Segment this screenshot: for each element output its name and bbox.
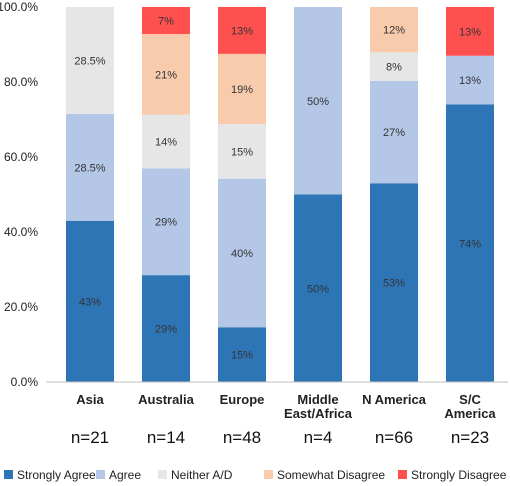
data-label: 29%: [155, 324, 177, 336]
legend-swatch: [158, 470, 167, 479]
category-label: Australia: [138, 392, 194, 407]
category-label: Middle: [297, 392, 338, 407]
y-tick-label: 0.0%: [11, 375, 39, 389]
category-label: East/Africa: [284, 406, 353, 421]
legend-label: Strongly Disagree: [411, 468, 507, 482]
legend-swatch: [4, 470, 13, 479]
bar-segment: [142, 114, 190, 169]
sample-size-label: n=66: [375, 428, 413, 447]
data-label: 28.5%: [74, 162, 105, 174]
data-label: 53%: [383, 278, 405, 290]
bar-segment: [218, 7, 266, 54]
data-label: 50%: [307, 283, 329, 295]
bar-segment: [370, 183, 418, 382]
bar-segment: [370, 52, 418, 81]
bar-segment: [142, 34, 190, 115]
sample-size-label: n=23: [451, 428, 489, 447]
data-label: 40%: [231, 248, 253, 260]
data-label: 12%: [383, 25, 405, 37]
data-label: 19%: [231, 84, 253, 96]
data-label: 43%: [79, 296, 101, 308]
bar-segment: [66, 113, 114, 221]
bar-segment: [218, 124, 266, 179]
y-tick-label: 40.0%: [4, 225, 38, 239]
bar-segment: [66, 220, 114, 382]
legend-label: Neither A/D: [171, 468, 233, 482]
legend-label: Somewhat Disagree: [277, 468, 385, 482]
bar-segment: [142, 275, 190, 382]
bar-segment: [294, 7, 342, 195]
data-label: 15%: [231, 146, 253, 158]
data-label: 50%: [307, 96, 329, 108]
y-tick-label: 100.0%: [0, 0, 38, 14]
legend-label: Agree: [109, 468, 141, 482]
sample-size-label: n=4: [304, 428, 333, 447]
sample-size-label: n=21: [71, 428, 109, 447]
data-label: 13%: [459, 26, 481, 38]
bar-segment: [370, 80, 418, 184]
y-tick-label: 80.0%: [4, 75, 38, 89]
data-label: 74%: [459, 238, 481, 250]
data-label: 27%: [383, 127, 405, 139]
category-label: S/C: [459, 392, 481, 407]
legend-swatch: [398, 470, 407, 479]
data-label: 13%: [459, 75, 481, 87]
data-label: 21%: [155, 69, 177, 81]
sample-size-label: n=48: [223, 428, 261, 447]
category-label: Asia: [76, 392, 104, 407]
bar-segment: [218, 178, 266, 328]
bar-segment: [446, 55, 494, 105]
bar-segment: [142, 168, 190, 276]
legend-label: Strongly Agree: [17, 468, 96, 482]
data-label: 13%: [231, 25, 253, 37]
data-label: 28.5%: [74, 55, 105, 67]
bar-segment: [446, 104, 494, 382]
legend-swatch: [264, 470, 273, 479]
data-label: 29%: [155, 217, 177, 229]
bar-segment: [142, 7, 190, 34]
category-label: Europe: [220, 392, 265, 407]
data-label: 14%: [155, 136, 177, 148]
data-label: 15%: [231, 350, 253, 362]
data-label: 7%: [158, 16, 174, 28]
bar-segment: [218, 53, 266, 124]
bar-segment: [218, 327, 266, 382]
data-label: 8%: [386, 62, 402, 74]
sample-size-label: n=14: [147, 428, 185, 447]
bar-segment: [66, 7, 114, 114]
bar-segment: [446, 7, 494, 56]
bar-segment: [370, 7, 418, 53]
y-tick-label: 20.0%: [4, 300, 38, 314]
category-label: N America: [362, 392, 427, 407]
y-tick-label: 60.0%: [4, 150, 38, 164]
bar-segment: [294, 194, 342, 382]
category-label: America: [444, 406, 496, 421]
legend-swatch: [96, 470, 105, 479]
